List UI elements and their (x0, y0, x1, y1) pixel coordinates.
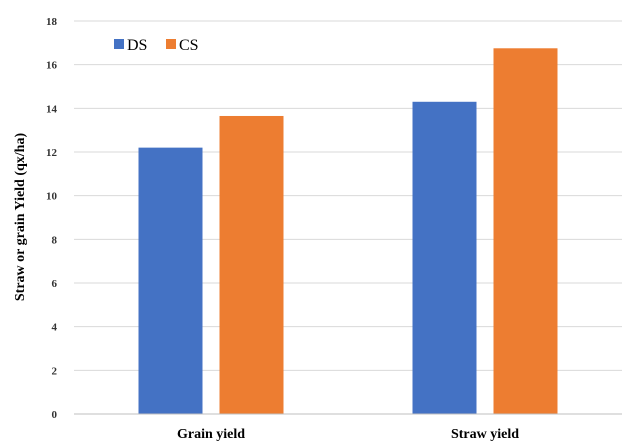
y-tick-label: 10 (46, 191, 58, 203)
y-axis-ticks: 0 2 4 6 8 10 12 14 16 18 (46, 16, 58, 421)
legend-swatch-ds (114, 39, 124, 49)
y-tick-label: 2 (52, 365, 58, 377)
y-tick-label: 4 (52, 322, 58, 334)
y-tick-label: 6 (52, 278, 58, 290)
bars (138, 48, 558, 415)
y-tick-label: 12 (46, 147, 58, 159)
legend-label-cs: CS (179, 37, 199, 54)
y-tick-label: 0 (52, 409, 58, 421)
x-category-label: Straw yield (451, 427, 519, 441)
bar-cs-grain-yield (219, 115, 284, 414)
x-axis-categories: Grain yield Straw yield (177, 427, 519, 441)
bar-cs-straw-yield (493, 48, 558, 415)
y-tick-label: 14 (46, 103, 58, 115)
x-category-label: Grain yield (177, 427, 245, 441)
y-tick-label: 8 (52, 234, 58, 246)
y-tick-label: 18 (46, 16, 58, 28)
legend-label-ds: DS (127, 37, 147, 54)
bar-ds-straw-yield (412, 101, 477, 415)
y-axis-title: Straw or grain Yield (qx/ha) (13, 133, 28, 302)
legend: DS CS (114, 37, 199, 54)
legend-swatch-cs (166, 39, 176, 49)
bar-ds-grain-yield (138, 147, 203, 414)
y-tick-label: 16 (46, 60, 58, 72)
